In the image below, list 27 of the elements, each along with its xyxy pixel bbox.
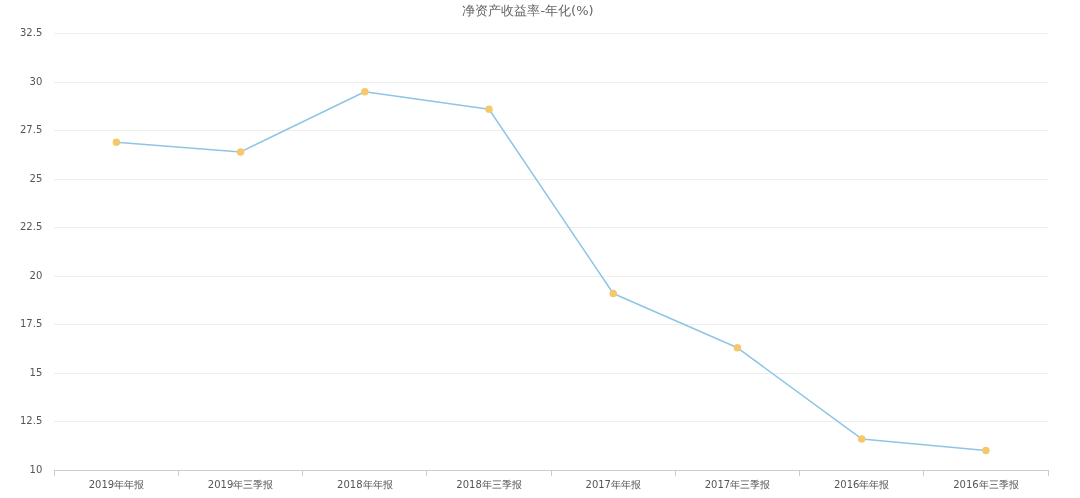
x-tick-label: 2016年年报	[833, 478, 890, 490]
y-tick-label: 10	[29, 463, 43, 475]
x-tick-label: 2016年三季报	[953, 478, 1019, 490]
y-tick-label: 25	[29, 172, 43, 184]
x-tick-label: 2019年年报	[88, 478, 145, 490]
point	[609, 289, 617, 298]
point	[982, 446, 990, 455]
point	[112, 138, 121, 146]
x-tick-label: 2018年三季报	[456, 478, 522, 490]
point	[361, 88, 369, 96]
point	[236, 148, 245, 156]
point	[857, 435, 866, 443]
y-tick-label: 30	[29, 75, 43, 87]
y-tick-label: 15	[29, 366, 43, 378]
y-tick-label: 27.5	[20, 124, 43, 136]
y-tick-label: 20	[29, 269, 43, 281]
y-tick-label: 12.5	[20, 415, 43, 427]
y-tick-label: 32.5	[20, 27, 43, 39]
point	[733, 344, 742, 352]
x-tick-label: 2018年年报	[337, 478, 393, 490]
point	[485, 105, 493, 113]
x-tick-label: 2017年三季报	[704, 478, 771, 490]
x-tick-label: 2019年三季报	[207, 478, 274, 490]
y-tick-label: 17.5	[20, 318, 43, 330]
x-tick-label: 2017年年报	[585, 478, 641, 490]
y-tick-label: 22.5	[20, 221, 43, 233]
chart-title: 净资产收益率-年化(%)	[462, 3, 594, 19]
